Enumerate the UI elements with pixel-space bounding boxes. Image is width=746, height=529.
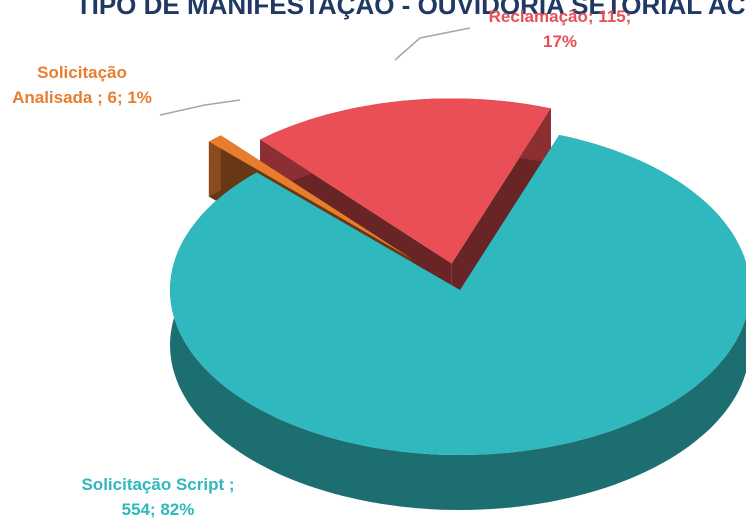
slice-top [208, 135, 413, 260]
data-label: 17% [543, 32, 577, 51]
data-label: 554; 82% [122, 500, 195, 519]
slice [170, 135, 746, 510]
leader-line [394, 27, 471, 61]
data-label: Solicitação Script ; [81, 475, 234, 494]
slice-top [170, 135, 746, 455]
data-label: Analisada ; 6; 1% [12, 88, 152, 107]
data-label: Reclamação; 115; [489, 7, 632, 26]
chart-title: TIPO DE MANIFESTAÇÃO - OUVIDORIA SETORIA… [76, 0, 746, 20]
leader-line [159, 99, 241, 116]
slice-top [260, 98, 551, 264]
data-label: Solicitação [37, 63, 127, 82]
slice-side [208, 135, 221, 197]
